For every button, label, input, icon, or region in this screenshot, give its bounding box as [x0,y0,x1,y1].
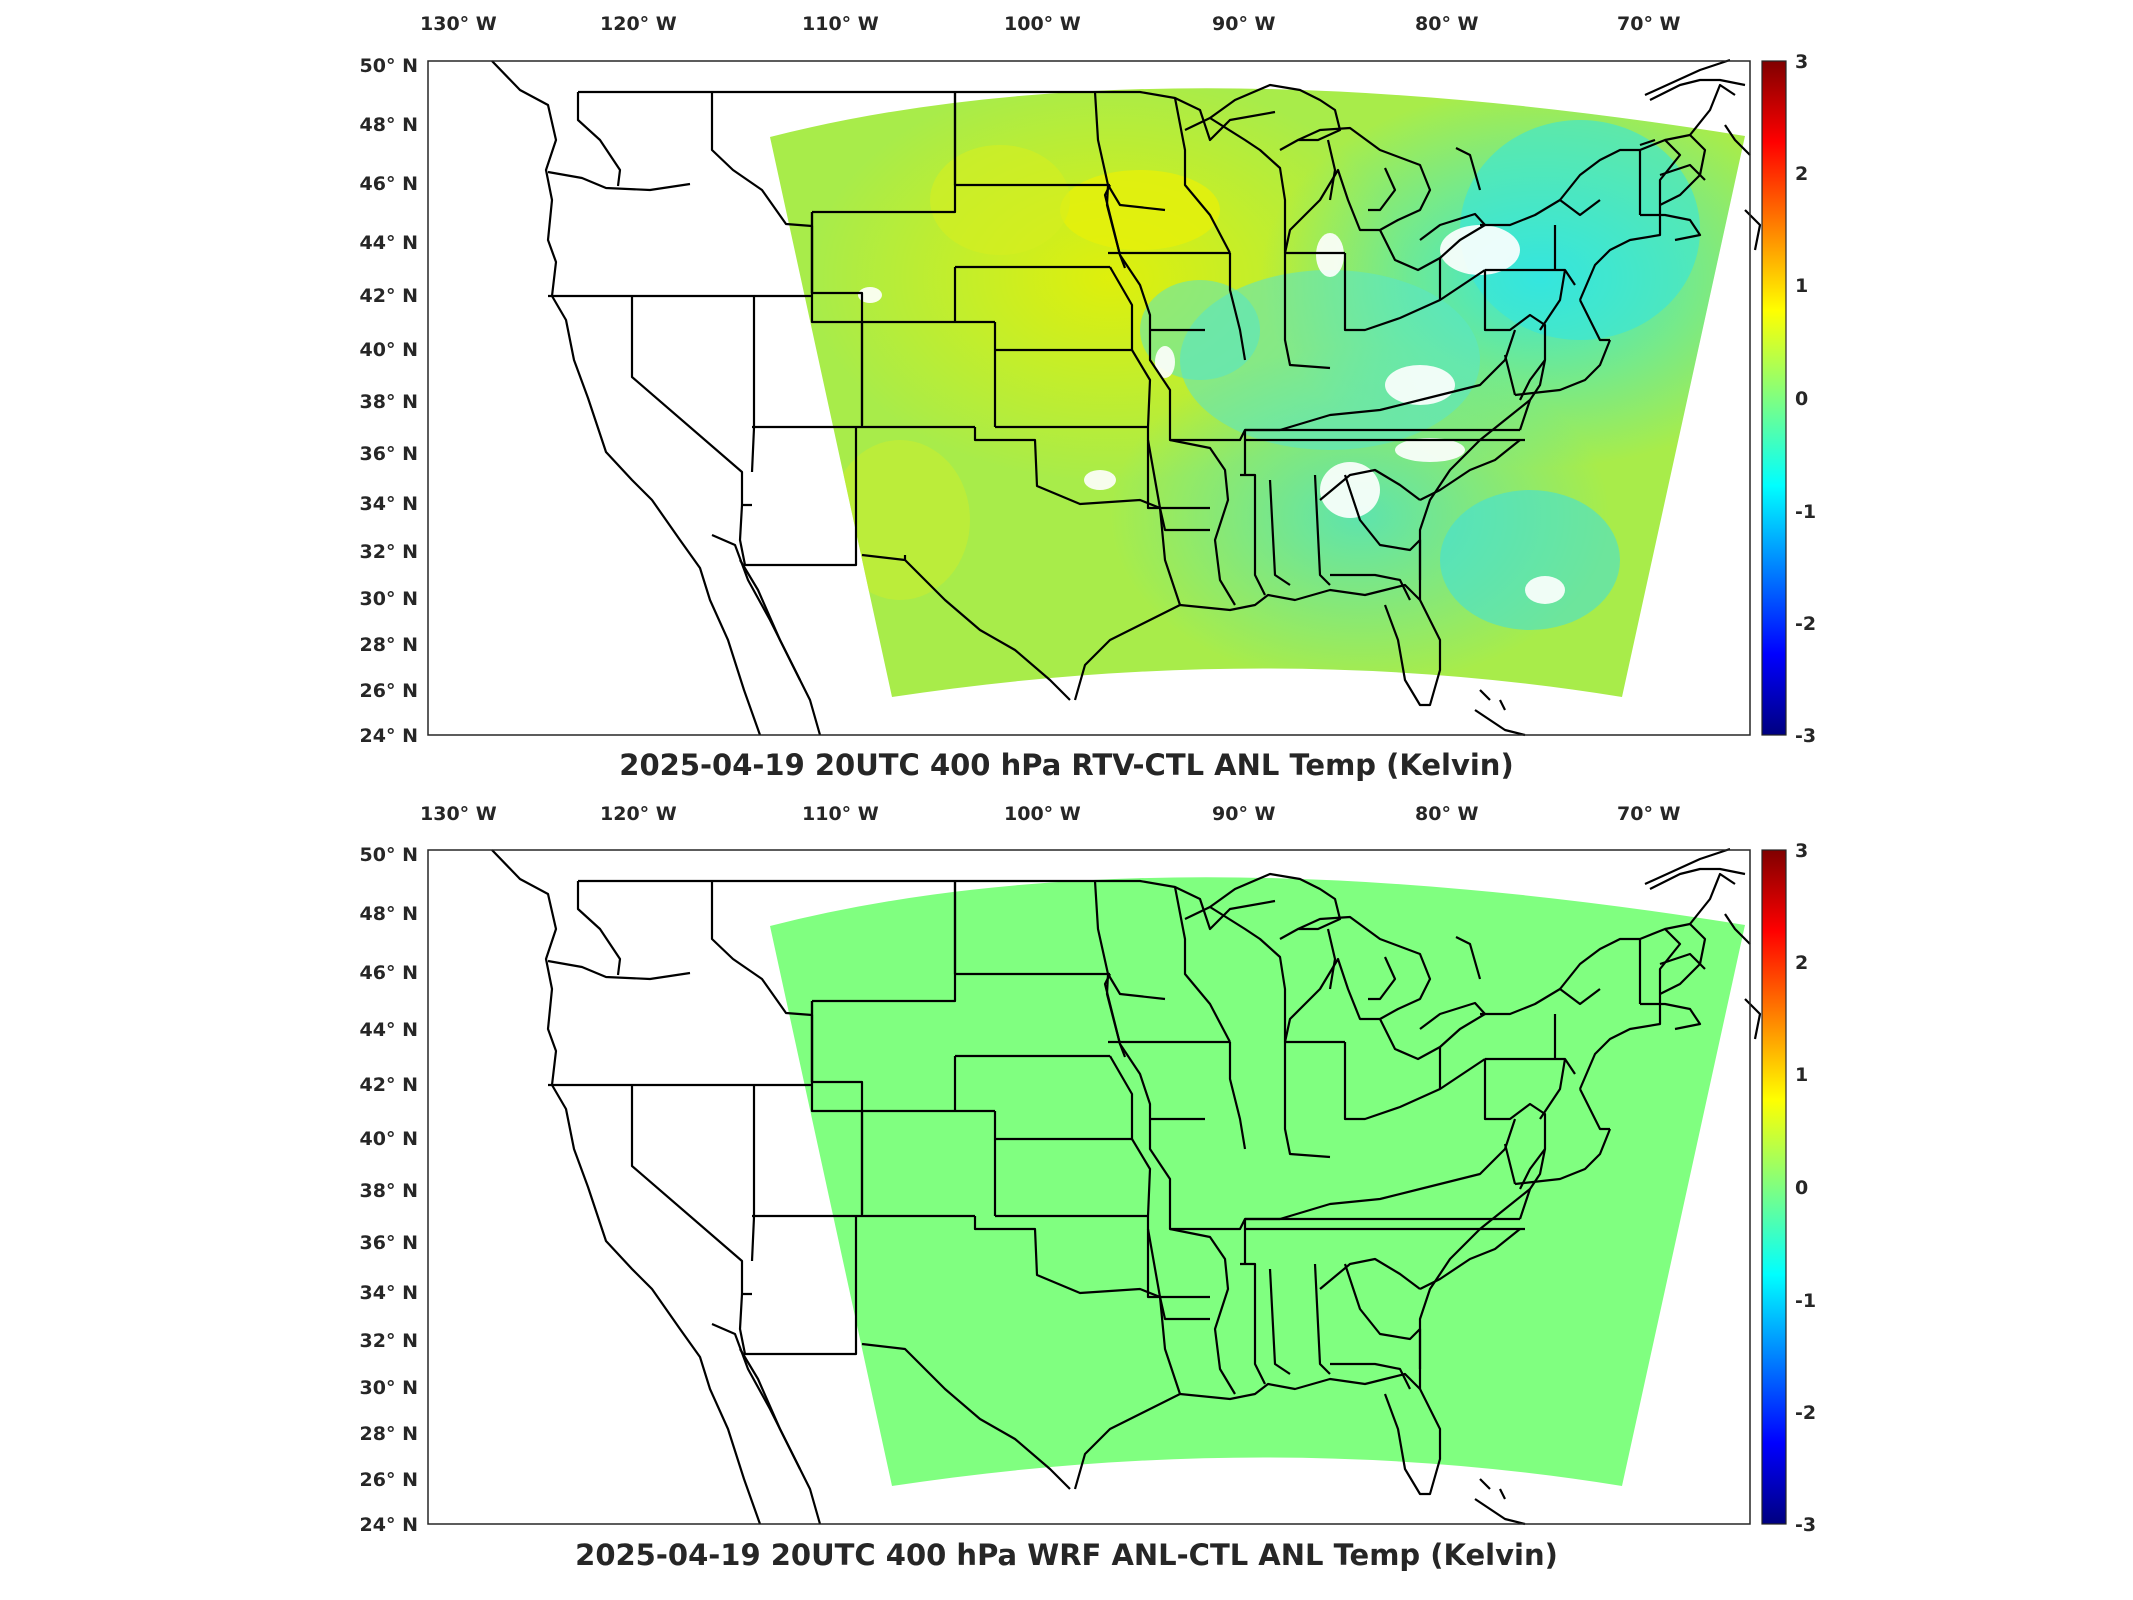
colorbar-tick: 2 [1795,163,1808,185]
lat-tick-label: 36° N [360,1232,418,1254]
lat-tick-label: 32° N [360,1330,418,1352]
lat-tick-labels: 50° N 48° N 46° N 44° N 42° N 40° N 38° … [360,844,418,1536]
lon-tick-label: 70° W [1617,13,1681,35]
lon-tick-label: 90° W [1212,13,1276,35]
lat-tick-label: 34° N [360,1282,418,1304]
lon-tick-label: 80° W [1415,13,1479,35]
state-outlines [491,58,1762,737]
lat-tick-label: 24° N [360,725,418,747]
lat-tick-label: 38° N [360,1180,418,1202]
lon-tick-label: 70° W [1617,803,1681,825]
lat-tick-label: 48° N [360,903,418,925]
lon-tick-labels: 130° W 120° W 110° W 100° W 90° W 80° W … [420,803,1681,825]
colorbar-tick: -1 [1795,501,1816,523]
axes-frame [427,849,1751,1525]
lat-tick-label: 50° N [360,55,418,77]
lon-tick-label: 110° W [802,803,879,825]
lat-tick-labels: 50° N 48° N 46° N 44° N 42° N 40° N 38° … [360,55,418,747]
colorbar-tick: -3 [1795,1514,1816,1536]
map-title-bottom: 2025-04-19 20UTC 400 hPa WRF ANL-CTL ANL… [575,1538,1558,1572]
lat-tick-label: 46° N [360,962,418,984]
lat-tick-label: 34° N [360,493,418,515]
map-figure-top: 130° W 120° W 110° W 100° W 90° W 80° W … [360,13,1817,747]
map-figure-bottom: 130° W 120° W 110° W 100° W 90° W 80° W … [360,803,1817,1536]
lat-tick-label: 30° N [360,588,418,610]
colorbar-tick: 2 [1795,952,1808,974]
colorbar-tick: -3 [1795,725,1816,747]
colorbar-tick: -2 [1795,1402,1816,1424]
lat-tick-label: 28° N [360,1423,418,1445]
lon-tick-label: 110° W [802,13,879,35]
lat-tick-label: 48° N [360,114,418,136]
lat-tick-label: 42° N [360,1074,418,1096]
map-panel-bottom: 130° W 120° W 110° W 100° W 90° W 80° W … [0,790,2133,1600]
lat-tick-label: 46° N [360,173,418,195]
state-outlines [491,847,1762,1526]
lon-tick-label: 120° W [600,803,677,825]
lon-tick-label: 80° W [1415,803,1479,825]
map-panel-top: 130° W 120° W 110° W 100° W 90° W 80° W … [0,0,2133,795]
map-title-top: 2025-04-19 20UTC 400 hPa RTV-CTL ANL Tem… [619,748,1514,782]
lat-tick-label: 28° N [360,634,418,656]
lat-tick-label: 40° N [360,1128,418,1150]
lat-tick-label: 24° N [360,1514,418,1536]
lon-tick-label: 90° W [1212,803,1276,825]
lon-tick-label: 120° W [600,13,677,35]
lat-tick-label: 26° N [360,1469,418,1491]
axes-frame [427,60,1751,736]
lat-tick-label: 44° N [360,1019,418,1041]
data-field-wrf [770,877,1745,1486]
colorbar-tick: -2 [1795,613,1816,635]
lon-tick-label: 100° W [1004,803,1081,825]
colorbar-tick: 3 [1795,51,1808,73]
lon-tick-label: 130° W [420,803,497,825]
lon-tick-label: 130° W [420,13,497,35]
lat-tick-label: 50° N [360,844,418,866]
lat-tick-label: 40° N [360,339,418,361]
colorbar-tick: 0 [1795,1177,1808,1199]
colorbar-bottom: 3 2 1 0 -1 -2 -3 [1761,840,1816,1536]
lat-tick-label: 36° N [360,443,418,465]
colorbar-tick: 1 [1795,1064,1808,1086]
lat-tick-label: 30° N [360,1377,418,1399]
data-field-rtv [770,88,1745,697]
lon-tick-label: 100° W [1004,13,1081,35]
colorbar-top: 3 2 1 0 -1 -2 -3 [1761,51,1816,747]
lat-tick-label: 42° N [360,285,418,307]
colorbar-tick: 3 [1795,840,1808,862]
lat-tick-label: 26° N [360,680,418,702]
colorbar-tick: 0 [1795,388,1808,410]
lon-tick-labels: 130° W 120° W 110° W 100° W 90° W 80° W … [420,13,1681,35]
lat-tick-label: 44° N [360,232,418,254]
colorbar-tick: -1 [1795,1290,1816,1312]
lat-tick-label: 32° N [360,541,418,563]
lat-tick-label: 38° N [360,391,418,413]
colorbar-tick: 1 [1795,275,1808,297]
